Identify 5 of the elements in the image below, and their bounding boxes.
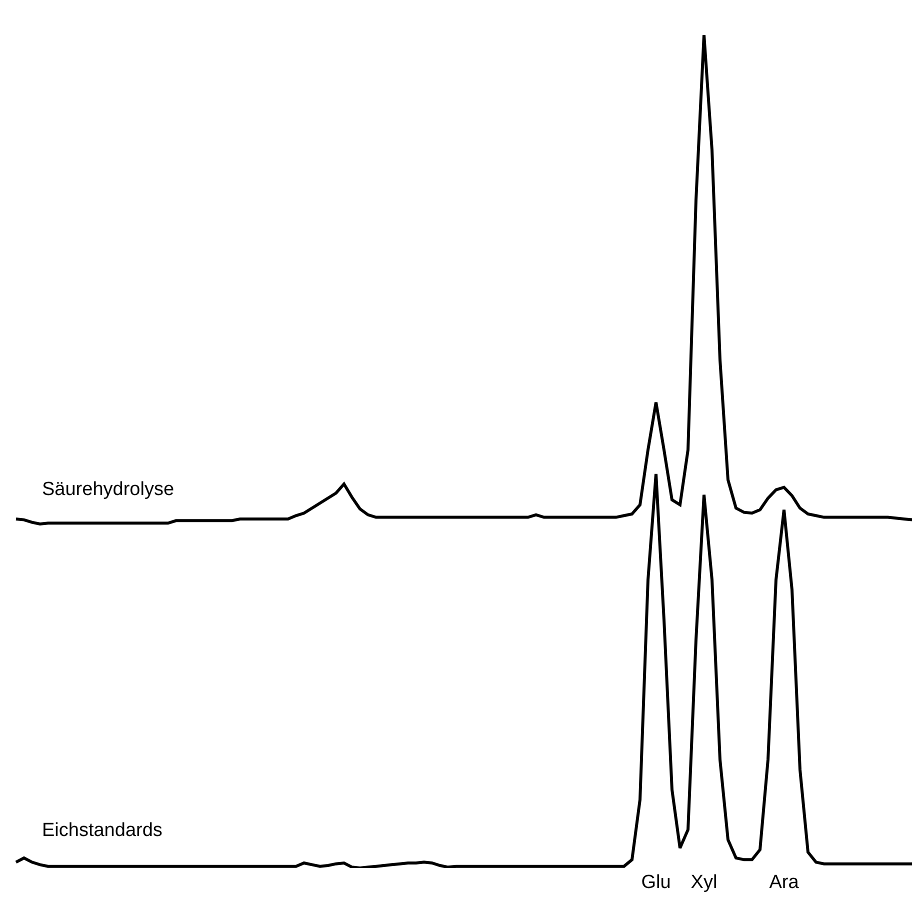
x-tick-label: Xyl	[690, 872, 718, 893]
x-tick-label: Ara	[769, 872, 800, 893]
series-label: Säurehydrolyse	[42, 479, 174, 500]
x-tick-label: Glu	[641, 872, 671, 893]
series-label: Eichstandards	[42, 820, 162, 841]
